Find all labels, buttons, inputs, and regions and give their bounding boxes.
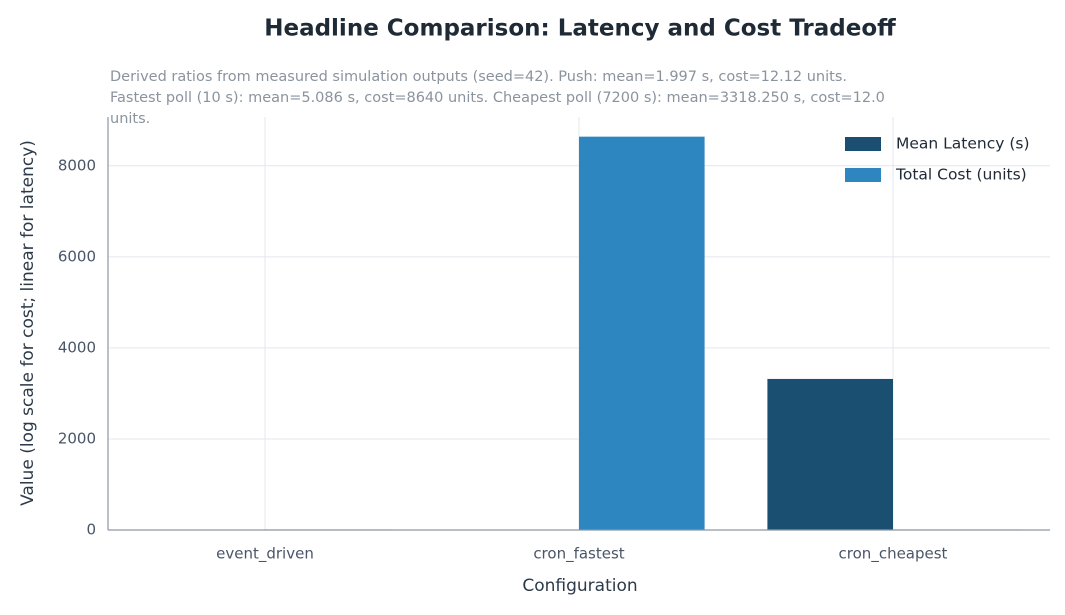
y-tick-label: 8000 [58,156,96,174]
subtitle: Derived ratios from measured simulation … [110,69,885,127]
chart-title: Headline Comparison: Latency and Cost Tr… [264,16,896,42]
x-tick-label: cron_fastest [533,545,624,564]
legend-label: Total Cost (units) [895,166,1027,184]
legend-swatch [845,168,881,182]
x-tick-label: cron_cheapest [839,545,948,564]
y-tick-label: 0 [86,521,96,539]
bar [767,378,893,530]
legend-label: Mean Latency (s) [896,135,1030,153]
y-tick-label: 6000 [58,247,96,265]
y-axis-label: Value (log scale for cost; linear for la… [18,140,38,506]
y-tick-label: 2000 [58,429,96,447]
legend-swatch [845,137,881,151]
x-tick-label: event_driven [216,545,314,564]
x-axis-label: Configuration [522,576,637,596]
y-tick-label: 4000 [58,338,96,356]
bar [579,136,705,530]
